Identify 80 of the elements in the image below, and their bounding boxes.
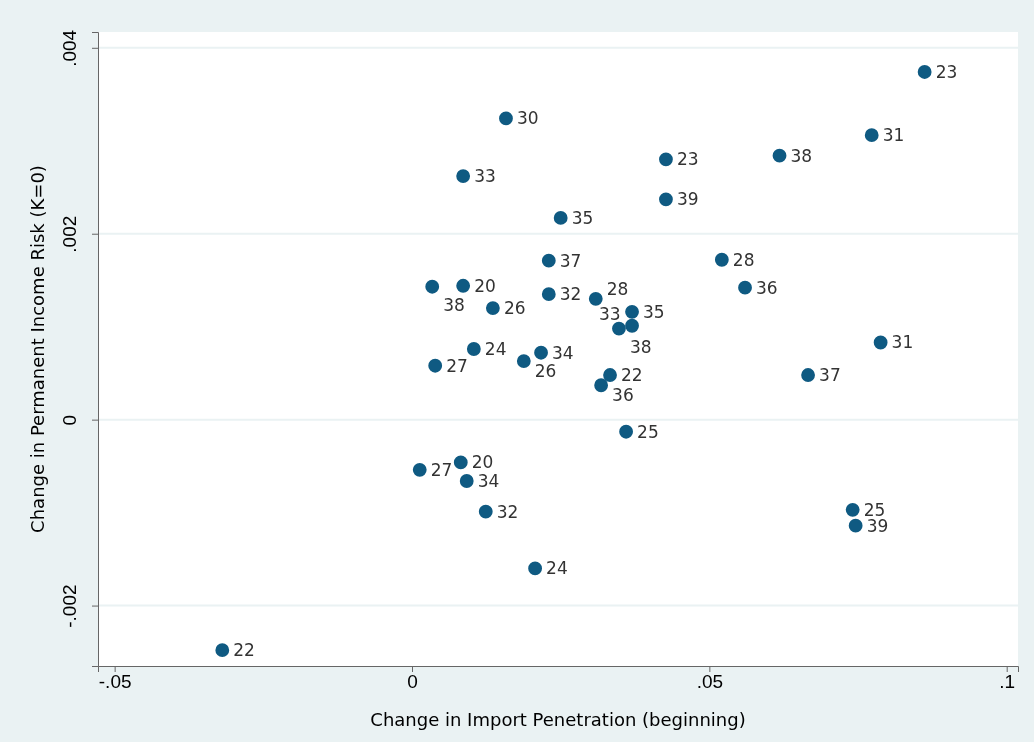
point (541, 253, 556, 268)
y-tick-label: .004 (59, 29, 80, 67)
annotation: 26 (503, 298, 526, 319)
point (541, 287, 556, 302)
point (499, 111, 513, 126)
annotation: 36 (756, 277, 778, 298)
annotation: 38 (790, 145, 813, 166)
y-tick-label: .002 (59, 215, 80, 253)
annotation: 20 (474, 275, 496, 296)
annotation: 35 (571, 207, 594, 228)
annotation: 31 (891, 332, 914, 353)
point (553, 211, 568, 225)
annotation: 35 (643, 301, 665, 322)
point (456, 169, 471, 183)
point (485, 301, 500, 315)
annotation: 22 (621, 365, 643, 386)
point (873, 335, 888, 350)
annotation: 34 (477, 471, 500, 492)
point (453, 455, 468, 470)
point (917, 65, 932, 79)
point (864, 128, 879, 143)
point (772, 148, 787, 163)
point (625, 304, 639, 319)
point (466, 342, 481, 356)
annotation: 23 (676, 149, 699, 170)
annotation: 22 (233, 640, 255, 661)
y-tick-label: 0 (59, 414, 80, 426)
annotation: 27 (430, 459, 453, 480)
point (625, 318, 639, 333)
annotation: 38 (443, 294, 465, 315)
x-tick-label: .1 (999, 671, 1016, 693)
annotation: 38 (629, 336, 652, 357)
annotation: 30 (516, 108, 539, 129)
point (425, 279, 440, 294)
point (603, 368, 617, 382)
point (619, 424, 633, 439)
point (528, 561, 543, 576)
point (845, 502, 860, 517)
annotation: 24 (484, 339, 507, 359)
annotation: 36 (612, 385, 634, 406)
point (459, 474, 474, 488)
annotation: 39 (676, 189, 699, 210)
annotation: 33 (474, 166, 496, 187)
annotation: 28 (606, 278, 629, 299)
annotation: 32 (496, 501, 519, 522)
point (594, 378, 609, 393)
annotation: 25 (637, 421, 659, 442)
annotation: 37 (819, 365, 841, 386)
point (456, 278, 471, 293)
x-tick-label: .05 (696, 671, 724, 693)
annotation: 26 (534, 361, 557, 382)
point (428, 358, 443, 373)
point (714, 252, 729, 267)
point (534, 345, 548, 360)
y-axis-title: Change in Permanent Income Risk (K=0) (27, 165, 48, 533)
point (659, 192, 673, 207)
annotation: 28 (732, 249, 755, 270)
point (801, 368, 815, 382)
y-tick-label: -.002 (59, 584, 80, 628)
annotation: 20 (471, 452, 494, 473)
point (412, 462, 427, 477)
annotation: 32 (559, 284, 582, 305)
x-axis-title: Change in Import Penetration (beginning) (370, 709, 746, 730)
point (588, 291, 603, 306)
point (659, 152, 673, 167)
x-tick-label: 0 (407, 671, 418, 693)
point (738, 280, 752, 295)
annotation: 33 (599, 303, 621, 324)
point (215, 643, 230, 658)
point (612, 321, 626, 336)
annotation: 27 (446, 355, 468, 376)
annotation: 37 (559, 250, 582, 271)
point (516, 354, 531, 368)
point (848, 518, 863, 533)
annotation: 34 (552, 342, 574, 363)
point (478, 504, 493, 519)
annotation: 24 (546, 558, 568, 579)
annotation: 23 (935, 61, 958, 82)
x-tick-label: -.05 (98, 671, 132, 693)
annotation: 31 (882, 125, 905, 146)
